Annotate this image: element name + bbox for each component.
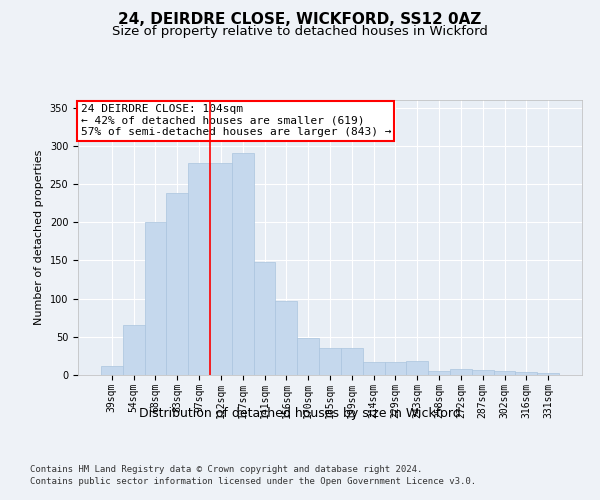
Text: Contains public sector information licensed under the Open Government Licence v3: Contains public sector information licen… bbox=[30, 478, 476, 486]
Bar bbox=[232, 154, 254, 375]
Bar bbox=[145, 222, 166, 375]
Text: Size of property relative to detached houses in Wickford: Size of property relative to detached ho… bbox=[112, 25, 488, 38]
Bar bbox=[166, 193, 188, 375]
Y-axis label: Number of detached properties: Number of detached properties bbox=[34, 150, 44, 325]
Bar bbox=[188, 164, 210, 375]
Bar bbox=[254, 262, 275, 375]
Bar bbox=[275, 301, 297, 375]
Text: Contains HM Land Registry data © Crown copyright and database right 2024.: Contains HM Land Registry data © Crown c… bbox=[30, 465, 422, 474]
Bar bbox=[428, 371, 450, 375]
Bar bbox=[363, 362, 385, 375]
Bar bbox=[450, 369, 472, 375]
Bar bbox=[101, 366, 123, 375]
Bar bbox=[297, 338, 319, 375]
Bar bbox=[341, 348, 363, 375]
Bar bbox=[123, 326, 145, 375]
Bar bbox=[319, 348, 341, 375]
Bar bbox=[494, 371, 515, 375]
Bar bbox=[472, 370, 494, 375]
Text: 24 DEIRDRE CLOSE: 104sqm
← 42% of detached houses are smaller (619)
57% of semi-: 24 DEIRDRE CLOSE: 104sqm ← 42% of detach… bbox=[80, 104, 391, 138]
Text: 24, DEIRDRE CLOSE, WICKFORD, SS12 0AZ: 24, DEIRDRE CLOSE, WICKFORD, SS12 0AZ bbox=[118, 12, 482, 28]
Bar bbox=[537, 372, 559, 375]
Bar bbox=[385, 362, 406, 375]
Bar bbox=[406, 361, 428, 375]
Text: Distribution of detached houses by size in Wickford: Distribution of detached houses by size … bbox=[139, 408, 461, 420]
Bar bbox=[210, 162, 232, 375]
Bar bbox=[515, 372, 537, 375]
